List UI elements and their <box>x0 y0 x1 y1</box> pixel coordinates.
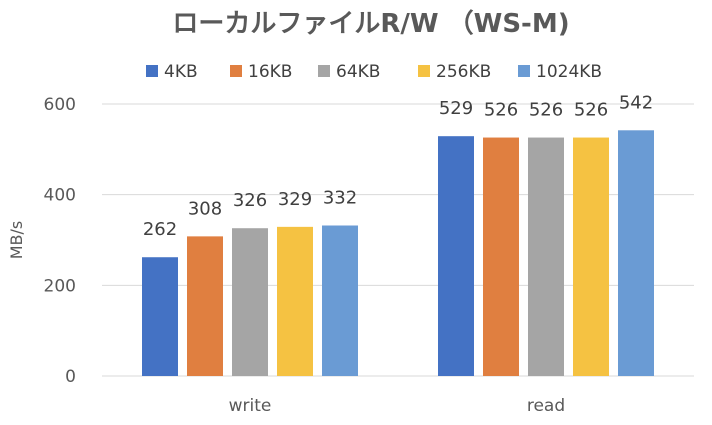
bar <box>573 137 609 376</box>
legend-entry: 16KB <box>248 62 292 82</box>
x-category-label: read <box>527 396 565 416</box>
data-label: 262 <box>143 219 177 240</box>
bar <box>618 130 654 376</box>
legend-entry: 4KB <box>164 62 198 82</box>
x-axis-categories: write read <box>229 396 566 416</box>
bar <box>438 136 474 376</box>
bars <box>142 130 654 376</box>
legend-swatch <box>146 65 158 77</box>
legend: 4KB 16KB 64KB 256KB 1024KB <box>146 62 602 82</box>
y-axis-label: MB/s <box>7 221 26 260</box>
data-label: 526 <box>574 100 608 121</box>
data-label: 526 <box>529 100 563 121</box>
bar <box>528 137 564 376</box>
x-category-label: write <box>229 396 272 416</box>
data-label: 542 <box>619 92 653 113</box>
data-label: 332 <box>323 187 357 208</box>
y-tick-label: 200 <box>44 276 76 296</box>
data-label: 526 <box>484 100 518 121</box>
bar <box>483 137 519 376</box>
legend-entry: 1024KB <box>536 62 602 82</box>
data-label: 329 <box>278 189 312 210</box>
legend-swatch <box>230 65 242 77</box>
y-tick-label: 400 <box>44 186 76 206</box>
legend-entry: 64KB <box>336 62 380 82</box>
data-label: 308 <box>188 198 222 219</box>
bar <box>232 228 268 376</box>
chart-title: ローカルファイルR/W （WS-M) <box>172 9 569 39</box>
y-axis-ticks: 0 200 400 600 <box>44 95 76 387</box>
bar <box>142 257 178 376</box>
data-label: 326 <box>233 190 267 211</box>
bar <box>187 236 223 376</box>
bar <box>277 226 313 376</box>
y-tick-label: 0 <box>65 367 76 387</box>
data-labels: 262 308 326 329 332 529 526 526 526 542 <box>143 92 653 240</box>
legend-swatch <box>418 65 430 77</box>
legend-swatch <box>318 65 330 77</box>
data-label: 529 <box>439 98 473 119</box>
y-tick-label: 600 <box>44 95 76 115</box>
legend-swatch <box>518 65 530 77</box>
bar <box>322 225 358 376</box>
legend-entry: 256KB <box>436 62 491 82</box>
